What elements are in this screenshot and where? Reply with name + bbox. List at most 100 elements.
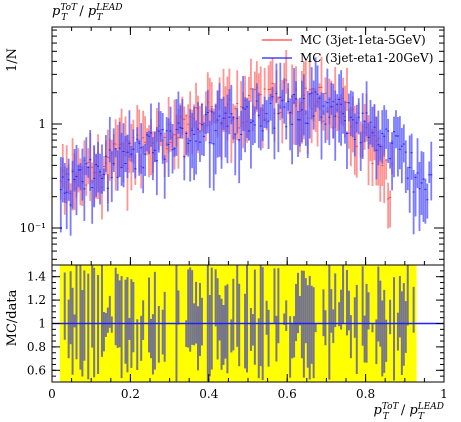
series-2-error-band bbox=[204, 106, 207, 135]
ratio-bin bbox=[304, 278, 307, 344]
ratio-bin bbox=[238, 283, 241, 367]
ratio-bin bbox=[185, 320, 188, 348]
ratio-bin bbox=[104, 312, 107, 337]
ratio-bin bbox=[140, 315, 143, 361]
ratio-bin bbox=[400, 291, 403, 376]
series-2-error-band bbox=[373, 104, 376, 152]
series-2-error-band bbox=[424, 178, 427, 224]
ratio-bin bbox=[383, 289, 386, 373]
series-2-error-band bbox=[393, 116, 395, 178]
ratio-bin bbox=[153, 271, 156, 370]
series-2-error-band bbox=[69, 190, 72, 236]
series-2-error-band bbox=[105, 135, 107, 172]
series-2-error-band bbox=[59, 157, 62, 233]
ratio-bin bbox=[187, 269, 190, 348]
series-2-error-band bbox=[426, 183, 429, 219]
ratio-bin bbox=[87, 273, 90, 380]
series-2-error-band bbox=[387, 118, 390, 163]
ratio-bin bbox=[81, 289, 84, 377]
series-2-error-band bbox=[108, 116, 111, 163]
ratio-bin bbox=[363, 315, 366, 363]
series-2-error-band bbox=[187, 137, 190, 157]
ratio-bin bbox=[404, 301, 407, 353]
series-2-error-band bbox=[422, 152, 425, 222]
ratio-bin bbox=[267, 309, 270, 367]
series-1-error-band bbox=[267, 65, 270, 98]
ratio-bin bbox=[102, 311, 105, 352]
series-2-error-band bbox=[77, 164, 80, 188]
series-2-error-band bbox=[410, 133, 413, 180]
series-2-error-band bbox=[120, 132, 123, 186]
ratio-bin bbox=[163, 291, 166, 362]
series-1-error-band bbox=[308, 58, 311, 108]
ratio-bin bbox=[396, 312, 399, 351]
ratio-bin bbox=[347, 290, 350, 331]
ratio-bin bbox=[128, 317, 131, 340]
series-2-error-band bbox=[404, 140, 407, 194]
series-2-error-band bbox=[163, 155, 166, 199]
series-2-error-band bbox=[248, 100, 250, 141]
ratio-bin bbox=[308, 275, 311, 380]
series-2-error-band bbox=[316, 65, 319, 108]
series-2-error-band bbox=[75, 144, 78, 216]
series-2-error-band bbox=[91, 179, 94, 224]
ratio-bin bbox=[224, 285, 227, 359]
series-2-error-band bbox=[371, 106, 374, 148]
series-2-error-band bbox=[97, 141, 99, 193]
series-2-error-band bbox=[214, 103, 217, 175]
series-1-error-band bbox=[383, 133, 386, 204]
series-2-error-band bbox=[95, 153, 97, 197]
ratio-bin bbox=[73, 314, 76, 328]
series-2-error-band bbox=[361, 93, 364, 159]
series-2-error-band bbox=[142, 145, 145, 194]
series-2-error-band bbox=[395, 110, 397, 149]
series-1-error-band bbox=[326, 106, 329, 141]
ratio-bin bbox=[275, 315, 278, 362]
ratio-bin bbox=[71, 287, 74, 375]
ratio-bin bbox=[322, 289, 325, 337]
series-2-error-band bbox=[81, 148, 84, 201]
series-2-error-band bbox=[116, 150, 119, 191]
ratio-bin bbox=[332, 309, 335, 344]
series-2-error-band bbox=[195, 120, 197, 175]
top-ylabel: 1/N bbox=[5, 48, 20, 72]
series-2-error-band bbox=[338, 74, 341, 143]
series-2-error-band bbox=[314, 57, 317, 112]
series-1-error-band bbox=[259, 66, 262, 127]
ratio-bin bbox=[314, 323, 317, 333]
series-1-error-band bbox=[136, 104, 139, 143]
series-2-error-band bbox=[144, 143, 146, 177]
series-2-error-band bbox=[242, 76, 244, 132]
ratio-bin bbox=[328, 265, 331, 380]
series-1-error-band bbox=[150, 119, 152, 176]
ratio-y-tick-label: 1.2 bbox=[27, 293, 46, 307]
series-2-error-band bbox=[271, 86, 274, 135]
ratio-bin bbox=[63, 272, 66, 340]
series-2-error-band bbox=[148, 130, 150, 155]
series-2-error-band bbox=[208, 120, 211, 188]
series-2-error-band bbox=[383, 105, 386, 156]
series-2-error-band bbox=[61, 157, 64, 203]
series-2-error-band bbox=[238, 139, 241, 184]
series-2-error-band bbox=[275, 63, 278, 104]
ratio-bin bbox=[126, 277, 129, 373]
series-1-error-band bbox=[346, 67, 348, 111]
series-2-error-band bbox=[193, 106, 195, 181]
ratio-bin bbox=[345, 269, 348, 336]
ratio-bin bbox=[340, 289, 343, 330]
series-2-error-band bbox=[112, 128, 115, 172]
series-2-error-band bbox=[124, 135, 127, 173]
ratio-bin bbox=[161, 309, 164, 355]
series-2-error-band bbox=[330, 82, 333, 116]
series-2-error-band bbox=[381, 110, 384, 164]
series-2-error-band bbox=[167, 118, 170, 177]
series-1-error-band bbox=[336, 102, 339, 132]
x-tick-label: 0.4 bbox=[199, 387, 218, 401]
series-1-error-band bbox=[230, 113, 233, 164]
series-2-error-band bbox=[197, 102, 199, 151]
series-2-error-band bbox=[138, 139, 141, 176]
bottom-ylabel: MC/data bbox=[5, 289, 20, 346]
series-1-error-band bbox=[103, 155, 105, 180]
ratio-bin bbox=[330, 289, 333, 333]
ratio-bin bbox=[220, 298, 223, 370]
